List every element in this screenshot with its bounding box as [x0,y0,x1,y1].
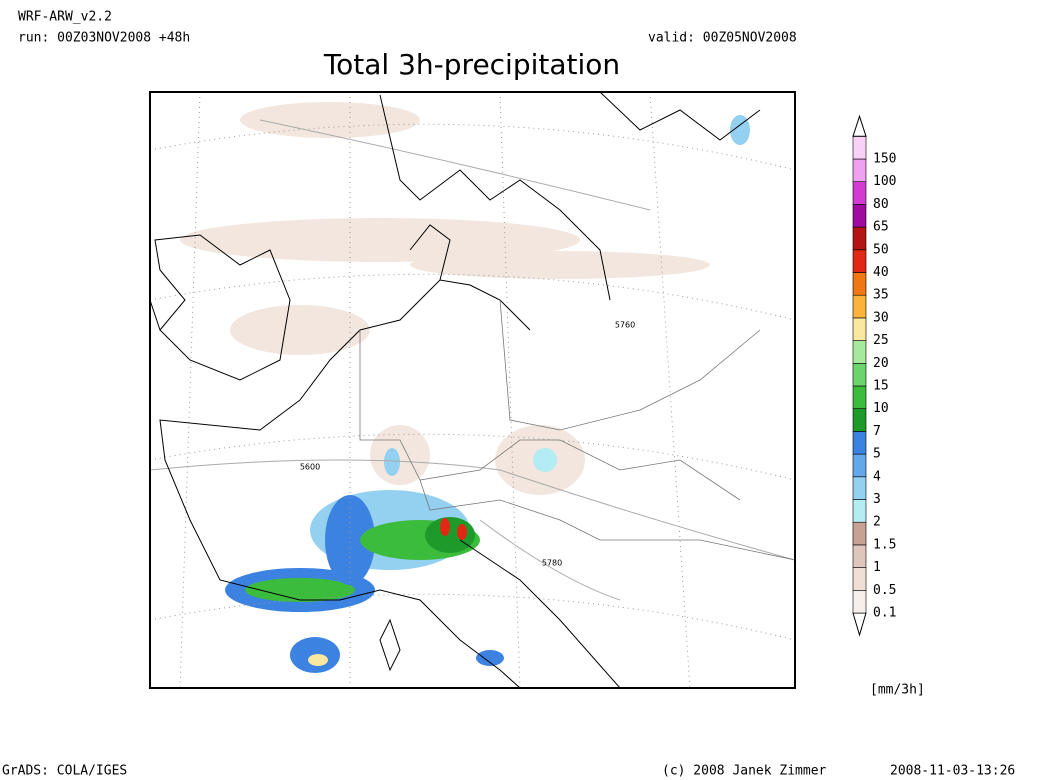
colorbar-unit: [mm/3h] [870,683,925,698]
height-contours [150,119,795,601]
valid-time: valid: 00Z05NOV2008 [648,31,797,46]
colorbar-label: 3 [873,492,881,507]
colorbar-label: 4 [873,469,881,484]
colorbar-box [852,362,867,387]
colorbar-box [852,136,867,160]
colorbar-box [852,294,867,319]
colorbar-label: 40 [873,265,889,280]
colorbar-label: 7 [873,424,881,439]
map-frame [149,91,796,689]
colorbar-label: 50 [873,242,889,257]
colorbar-box [852,544,867,568]
contour-label: 5760 [615,321,635,330]
coastlines [150,92,761,688]
colorbar-label: 0.1 [873,606,896,621]
colorbar-arrow [852,114,867,137]
light-precip [180,102,710,495]
colorbar-box [852,249,867,273]
colorbar-arrow [852,612,867,637]
colorbar-label: 150 [873,152,896,167]
colorbar-label: 0.5 [873,583,896,598]
footer-center: (c) 2008 Janek Zimmer [662,764,827,779]
colorbar-box [852,340,867,364]
colorbar-label: 35 [873,288,889,303]
colorbar-box [852,567,867,591]
colorbar-box [852,408,867,432]
colorbar-box [852,453,867,478]
colorbar-box [852,499,867,523]
contour-label: 5600 [300,463,320,472]
colorbar-box [852,431,867,455]
footer-right: 2008-11-03-13:26 [890,764,1015,779]
colorbar-label: 1 [873,560,881,575]
colorbar-box [852,158,867,183]
colorbar-box [852,476,867,500]
model-name: WRF-ARW_v2.2 [18,10,112,25]
colorbar-label: 1.5 [873,537,896,552]
colorbar-box [852,204,867,228]
contour-label: 5780 [542,559,562,568]
borders [359,299,795,561]
footer-left: GrADS: COLA/IGES [2,764,127,779]
colorbar-label: 25 [873,333,889,348]
colorbar-label: 2 [873,515,881,530]
title: Total 3h-precipitation [323,48,620,81]
colorbar-box [852,226,867,251]
colorbar-box [852,272,867,296]
colorbar-box [852,181,867,205]
colorbar-label: 5 [873,447,881,462]
colorbar-label: 20 [873,356,889,371]
map: 5760 5600 5780 [149,91,796,689]
colorbar-label: 80 [873,197,889,212]
precip-cells [225,115,750,673]
colorbar-box [852,317,867,341]
colorbar-label: 100 [873,174,896,189]
colorbar-label: 65 [873,220,889,235]
colorbar: 0.1 0.5 1 1.5 2 3 4 5 7 10 15 20 25 30 35 40 50 65 80 100 15… [852,114,896,637]
colorbar-label: 30 [873,310,889,325]
colorbar-box [852,521,867,546]
colorbar-box [852,589,867,614]
colorbar-box [852,385,867,410]
run-time: run: 00Z03NOV2008 +48h [18,31,190,46]
colorbar-label: 10 [873,401,889,416]
colorbar-label: 15 [873,379,889,394]
